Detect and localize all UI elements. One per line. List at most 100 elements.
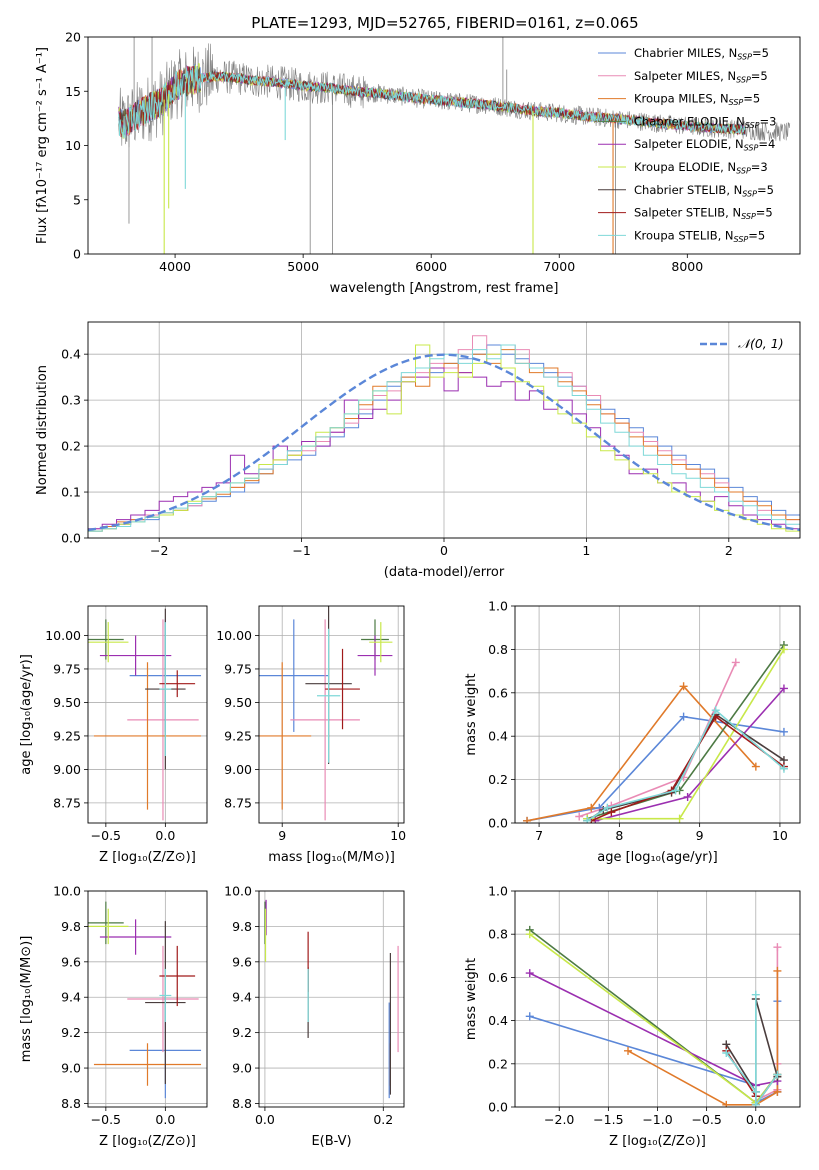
- weight-marker: [683, 792, 692, 801]
- panel-residuals: −2 −1 0 1 2 0.0 0.1 0.2 0.3 0.4 (data-model)/error…: [35, 321, 801, 580]
- weight-marker: [711, 706, 720, 715]
- x-axis-label: Z [log₁₀(Z/Z⊙)]: [609, 1134, 706, 1149]
- normal-curve: [88, 353, 800, 532]
- y-tick-label: 9.50: [53, 695, 81, 710]
- y-tick-label: 0.0: [61, 531, 81, 546]
- x-axis-label: Z [log₁₀(Z/Z⊙)]: [99, 850, 196, 865]
- plot-area: [118, 37, 791, 254]
- panel-weight_vs_z: −2.0 −1.5 −1.0 −0.5 0.0 0.0 0.2 0.4 0.6 0.8 1.0 Z […: [464, 884, 801, 1149]
- weight-line: [526, 685, 757, 822]
- x-tick-label: 0.0: [155, 828, 175, 843]
- weight-marker: [624, 1046, 633, 1055]
- x-tick-label: 9: [696, 828, 704, 843]
- plot-area: [88, 901, 202, 1099]
- y-axis-label: Flux [fλ10⁻¹⁷ erg cm⁻² s⁻¹ A⁻¹]: [35, 47, 50, 244]
- weight-marker: [751, 762, 760, 771]
- legend-entry: Chabrier ELODIE, NSSP=3: [634, 114, 776, 129]
- weight-marker: [525, 1012, 534, 1021]
- y-tick-label: 0: [73, 247, 81, 262]
- x-axis-label: wavelength [Angstrom, rest frame]: [330, 281, 559, 296]
- y-axis-label: mass weight: [464, 958, 479, 1040]
- weight-line: [578, 662, 737, 818]
- weight-line: [529, 972, 778, 1087]
- weight-marker: [751, 990, 760, 999]
- weight-marker: [722, 1100, 731, 1107]
- legend-entry: Salpeter MILES, NSSP=5: [634, 69, 768, 85]
- weight-marker: [587, 803, 596, 812]
- x-axis-label: mass [log₁₀(M/M⊙)]: [268, 850, 395, 865]
- weight-marker: [722, 1049, 731, 1057]
- y-tick-label: 9.2: [232, 1025, 252, 1040]
- plot-area: [259, 606, 393, 821]
- panel-weight_vs_age: 7 8 9 10 0.0 0.2 0.4 0.6 0.8 1.0 age [log₁₀(age/yr…: [464, 599, 801, 865]
- y-tick-label: 0.1: [61, 485, 81, 500]
- y-tick-label: 0.8: [488, 642, 508, 657]
- plot-area: [525, 925, 782, 1107]
- histogram-step: [88, 349, 800, 532]
- weight-marker: [679, 682, 688, 691]
- x-axis-label: (data-model)/error: [384, 565, 505, 580]
- x-tick-label: 0.2: [373, 1112, 393, 1127]
- y-tick-label: 9.75: [53, 661, 81, 676]
- panel-mass_vs_z: −0.5 0.0 8.8 9.0 9.2 9.4 9.6 9.8 10.0 Z [log₁₀(Z/…: [19, 884, 208, 1149]
- weight-marker: [525, 969, 534, 978]
- y-tick-label: 10.00: [216, 628, 252, 643]
- weight-marker: [675, 814, 684, 823]
- x-tick-label: 8: [615, 828, 623, 843]
- x-tick-label: 10: [772, 828, 788, 843]
- weight-marker: [773, 1070, 782, 1079]
- y-tick-label: 9.6: [232, 954, 252, 969]
- x-tick-label: 7000: [543, 259, 575, 274]
- panel-age_vs_z: −0.5 0.0 8.75 9.00 9.25 9.50 9.75 10.00 Z [log₁₀…: [19, 605, 208, 865]
- residuals-legend: 𝒩(0, 1): [700, 336, 784, 351]
- x-tick-label: 5000: [287, 259, 319, 274]
- legend-entry: Kroupa STELIB, NSSP=5: [634, 228, 765, 244]
- x-tick-label: 0.0: [155, 1112, 175, 1127]
- weight-line: [725, 998, 779, 1097]
- y-tick-label: 8.8: [61, 1096, 81, 1111]
- legend-entry: 𝒩(0, 1): [738, 336, 784, 351]
- y-tick-label: 10: [65, 138, 81, 153]
- weight-marker: [607, 808, 616, 817]
- x-tick-label: −2.0: [544, 1112, 574, 1127]
- weight-line: [529, 929, 779, 1104]
- weight-line: [587, 644, 785, 820]
- y-tick-label: 15: [65, 84, 81, 99]
- y-tick-label: 0.6: [488, 970, 508, 985]
- y-tick-label: 9.25: [224, 728, 252, 743]
- y-tick-label: 0.3: [61, 393, 81, 408]
- x-tick-label: −1.0: [642, 1112, 672, 1127]
- legend-entry: Kroupa MILES, NSSP=5: [634, 92, 760, 108]
- histogram-step: [88, 344, 800, 532]
- y-tick-label: 20: [65, 30, 81, 45]
- weight-marker: [583, 816, 592, 823]
- y-tick-label: 8.75: [53, 795, 81, 810]
- axes-frame: [87, 321, 801, 539]
- y-tick-label: 9.4: [61, 990, 81, 1005]
- axes-frame: [258, 890, 405, 1108]
- x-tick-label: 6000: [415, 259, 447, 274]
- x-tick-label: 0.0: [746, 1112, 766, 1127]
- x-tick-label: 10: [390, 828, 406, 843]
- y-tick-label: 0.2: [488, 1056, 508, 1071]
- axes-frame: [514, 605, 801, 824]
- x-axis-label: Z [log₁₀(Z/Z⊙)]: [99, 1134, 196, 1149]
- y-tick-label: 9.8: [61, 919, 81, 934]
- weight-marker: [773, 966, 782, 975]
- x-tick-label: 7: [535, 828, 543, 843]
- x-tick-label: −0.5: [91, 828, 121, 843]
- histogram-step: [88, 367, 800, 530]
- y-tick-label: 1.0: [488, 599, 508, 614]
- weight-marker: [779, 764, 788, 773]
- y-tick-label: 0.6: [488, 685, 508, 700]
- y-tick-label: 9.6: [61, 954, 81, 969]
- axes-frame: [514, 890, 801, 1108]
- axes-frame: [258, 605, 405, 824]
- y-tick-label: 9.4: [232, 990, 252, 1005]
- y-axis-label: Normed distribution: [35, 365, 50, 495]
- panel-mass_vs_ebv: 0.0 0.2 8.8 9.0 9.2 9.4 9.6 9.8 10.0 E(B-V): [224, 884, 405, 1149]
- y-tick-label: 5: [73, 192, 81, 207]
- x-tick-label: 4000: [159, 259, 191, 274]
- x-tick-label: 0.0: [255, 1112, 275, 1127]
